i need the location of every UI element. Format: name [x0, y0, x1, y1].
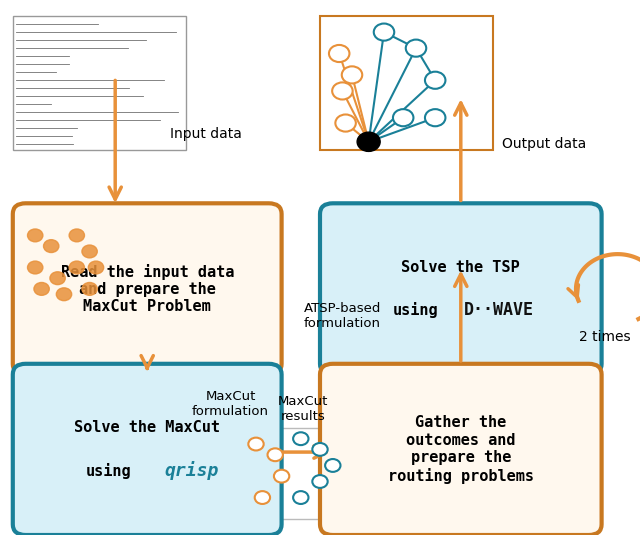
Text: MaxCut
results: MaxCut results [278, 395, 328, 423]
Text: ATSP-based
formulation: ATSP-based formulation [304, 302, 381, 330]
Circle shape [342, 66, 362, 83]
Circle shape [329, 45, 349, 62]
Circle shape [255, 491, 270, 504]
Text: Read the input data
and prepare the
MaxCut Problem: Read the input data and prepare the MaxC… [61, 264, 234, 314]
Text: Output data: Output data [502, 137, 587, 151]
Text: Solve the MaxCut: Solve the MaxCut [74, 421, 220, 435]
Text: using: using [393, 302, 439, 318]
Text: Gather the
outcomes and
prepare the
routing problems: Gather the outcomes and prepare the rout… [388, 415, 534, 484]
Text: MaxCut
formulation: MaxCut formulation [192, 390, 269, 418]
FancyBboxPatch shape [19, 214, 128, 300]
Circle shape [44, 240, 59, 253]
Text: D··WAVE: D··WAVE [464, 301, 534, 319]
Circle shape [312, 475, 328, 488]
FancyBboxPatch shape [320, 203, 602, 374]
Circle shape [28, 229, 43, 242]
Circle shape [425, 109, 445, 126]
Circle shape [335, 114, 356, 132]
Text: Input data: Input data [170, 127, 241, 141]
Circle shape [357, 132, 380, 151]
Circle shape [274, 470, 289, 483]
FancyBboxPatch shape [13, 203, 282, 374]
FancyBboxPatch shape [13, 364, 282, 535]
Text: qrisp: qrisp [165, 461, 219, 480]
Circle shape [332, 82, 353, 100]
Circle shape [425, 72, 445, 89]
Circle shape [69, 229, 84, 242]
Circle shape [393, 109, 413, 126]
FancyBboxPatch shape [13, 16, 186, 150]
Circle shape [293, 432, 308, 445]
Circle shape [82, 282, 97, 295]
Circle shape [69, 261, 84, 274]
FancyBboxPatch shape [237, 428, 346, 519]
Text: Solve the TSP: Solve the TSP [401, 260, 520, 275]
FancyBboxPatch shape [320, 16, 493, 150]
Circle shape [28, 261, 43, 274]
Circle shape [56, 288, 72, 301]
Circle shape [88, 261, 104, 274]
Text: using: using [86, 463, 132, 479]
Circle shape [374, 24, 394, 41]
Circle shape [406, 40, 426, 57]
Circle shape [34, 282, 49, 295]
Circle shape [82, 245, 97, 258]
Circle shape [248, 438, 264, 450]
Circle shape [312, 443, 328, 456]
FancyBboxPatch shape [320, 364, 602, 535]
Circle shape [293, 491, 308, 504]
Circle shape [50, 272, 65, 285]
Text: 2 times: 2 times [579, 330, 630, 344]
Circle shape [268, 448, 283, 461]
Circle shape [325, 459, 340, 472]
